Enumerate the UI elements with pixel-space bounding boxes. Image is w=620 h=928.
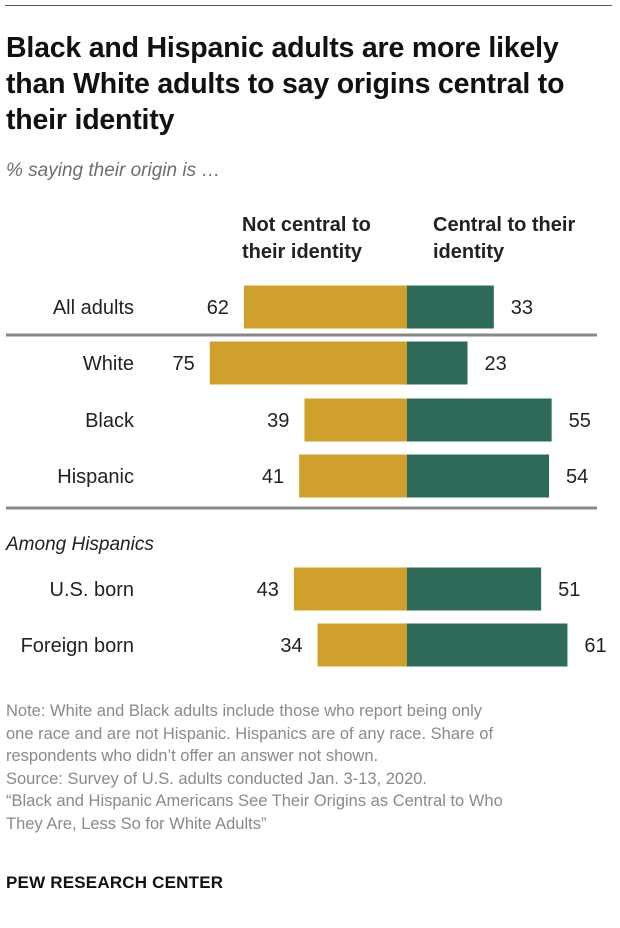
bar-not-central-hispanic [299, 454, 407, 498]
source-line: Source: Survey of U.S. adults conducted … [6, 769, 427, 788]
bar-central-hispanic [407, 454, 550, 498]
chart-subtitle: % saying their origin is … [6, 160, 221, 181]
row-label-black: Black [85, 410, 135, 432]
value-label-central-all-adults: 33 [511, 297, 533, 319]
value-label-central-foreign-born: 61 [584, 635, 606, 657]
legend-not-central: Not central to their identity [242, 214, 371, 263]
bar-central-all-adults [407, 285, 494, 329]
diverging-bar-chart: All adults 62 33 White 75 23 Black 39 55 Hispanic… [6, 285, 607, 667]
value-label-not-central-all-adults: 62 [207, 297, 229, 319]
row-label-u-s-born: U.S. born [50, 579, 134, 601]
chart-title: Black and Hispanic adults are more likel… [6, 32, 565, 136]
value-label-not-central-black: 39 [267, 410, 289, 432]
value-label-central-hispanic: 54 [566, 466, 588, 488]
value-label-central-white: 23 [484, 353, 506, 375]
bar-not-central-u-s-born [293, 567, 407, 611]
bar-not-central-black [304, 398, 407, 442]
legend-central: Central to their identity [433, 214, 576, 263]
report-title-line: They Are, Less So for White Adults” [6, 814, 267, 833]
bar-central-black [407, 398, 552, 442]
bar-not-central-foreign-born [317, 623, 407, 667]
value-label-central-u-s-born: 51 [558, 579, 580, 601]
note-line: Note: White and Black adults include tho… [6, 702, 483, 720]
value-label-not-central-u-s-born: 43 [257, 579, 279, 601]
notes-block: Note: White and Black adults include tho… [6, 700, 616, 835]
row-label-foreign-born: Foreign born [21, 635, 134, 657]
bar-central-white [407, 341, 468, 385]
value-label-central-black: 55 [569, 410, 591, 432]
row-label-all-adults: All adults [53, 297, 134, 319]
brand-logo-text: PEW RESEARCH CENTER [6, 873, 224, 892]
row-label-white: White [83, 353, 134, 375]
row-label-hispanic: Hispanic [57, 466, 134, 488]
note-line: respondents who didn’t offer an answer n… [6, 747, 379, 765]
note-line: one race and are not Hispanic. Hispanics… [6, 724, 494, 743]
bar-central-u-s-born [407, 567, 542, 611]
bar-central-foreign-born [407, 623, 568, 667]
section-label-among-hispanics: Among Hispanics [6, 534, 154, 555]
top-rule [5, 5, 612, 6]
value-label-not-central-foreign-born: 34 [280, 635, 302, 657]
value-label-not-central-white: 75 [173, 353, 195, 375]
bar-not-central-all-adults [243, 285, 407, 329]
report-title-line: “Black and Hispanic Americans See Their … [6, 792, 503, 810]
bar-not-central-white [209, 341, 407, 385]
value-label-not-central-hispanic: 41 [262, 466, 284, 488]
